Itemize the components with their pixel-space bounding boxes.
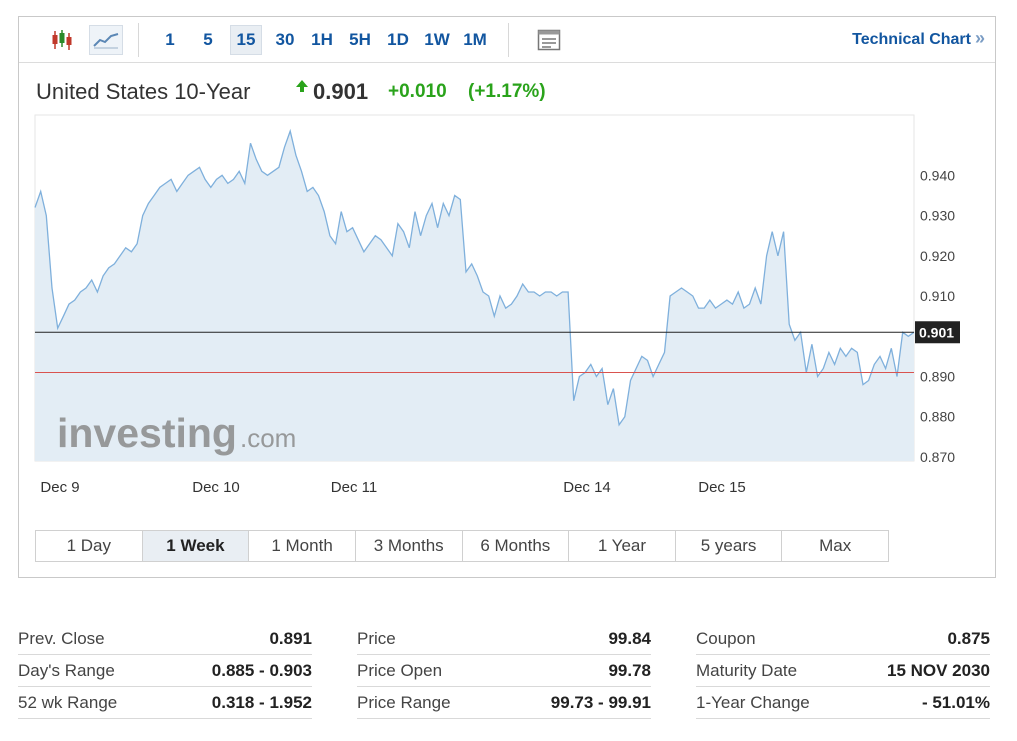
x-tick-label: Dec 9 (40, 479, 79, 496)
y-axis: 0.940 0.930 0.920 0.910 0.890 0.880 0.870 (920, 167, 955, 465)
range-1-week[interactable]: 1 Week (142, 531, 250, 561)
stat-label: Coupon (696, 629, 756, 648)
technical-chart-label[interactable]: Technical Chart (852, 31, 971, 48)
price-area-fill (35, 131, 914, 461)
interval-1m[interactable]: 1M (463, 30, 487, 49)
stat-value: 99.78 (608, 661, 651, 680)
stat-label: Price Open (357, 661, 443, 680)
range-3-months[interactable]: 3 Months (356, 531, 463, 561)
y-tick-label: 0.940 (920, 167, 955, 183)
range-selector: 1 Day 1 Week 1 Month 3 Months 6 Months 1… (35, 530, 889, 562)
table-icon[interactable] (534, 25, 564, 55)
stat-price-open: Price Open 99.78 (357, 655, 651, 687)
range-max[interactable]: Max (819, 536, 852, 555)
interval-5h[interactable]: 5H (349, 30, 371, 49)
interval-1[interactable]: 1 (165, 30, 175, 49)
stat-label: Maturity Date (696, 661, 798, 680)
chart-toolbar: 1 5 15 30 1H 5H 1D 1W 1M Technical Chart… (19, 17, 995, 63)
price-tag-box (915, 321, 960, 344)
y-tick-label: 0.910 (920, 288, 955, 304)
y-tick-label: 0.890 (920, 369, 955, 385)
interval-15[interactable]: 15 (230, 25, 262, 55)
range-1-month[interactable]: 1 Month (249, 531, 356, 561)
stat-coupon: Coupon 0.875 (696, 623, 990, 655)
stat-price-range: Price Range 99.73 - 99.91 (357, 687, 651, 719)
stat-label: Price (357, 629, 396, 648)
range-6-months[interactable]: 6 Months (463, 531, 570, 561)
range-1-year[interactable]: 1 Year (569, 531, 676, 561)
stat-price: Price 99.84 (357, 623, 651, 655)
stat-value: 0.885 - 0.903 (211, 661, 312, 680)
price-change-percent: (+1.17%) (468, 81, 546, 102)
interval-1w[interactable]: 1W (424, 30, 450, 49)
stat-value: 99.73 - 99.91 (550, 693, 651, 712)
stat-prev-close: Prev. Close 0.891 (18, 623, 312, 655)
stat-1-year-change: 1-Year Change - 51.01% (696, 687, 990, 719)
stat-value: 99.84 (608, 629, 651, 648)
up-arrow-icon (296, 79, 308, 97)
investing-watermark: investing .com (57, 410, 296, 456)
area-line-icon[interactable] (89, 25, 123, 55)
double-chevron-right-icon: » (974, 28, 985, 48)
stat-value: 0.875 (947, 629, 990, 648)
stat-label: 52 wk Range (18, 693, 118, 712)
stats-column-1: Prev. Close 0.891 Day's Range 0.885 - 0.… (18, 623, 312, 719)
current-price-tag: 0.901 (915, 321, 960, 344)
stat-value: 0.891 (269, 629, 312, 648)
watermark-suffix: .com (240, 423, 296, 453)
y-tick-label: 0.870 (920, 449, 955, 465)
technical-chart-link[interactable]: Technical Chart» (852, 28, 985, 49)
instrument-name: United States 10-Year (36, 79, 251, 104)
interval-5[interactable]: 5 (203, 30, 213, 49)
price-line (34, 128, 915, 427)
stat-value: - 51.01% (921, 693, 990, 712)
interval-1h[interactable]: 1H (311, 30, 333, 49)
range-5-years[interactable]: 5 years (676, 531, 783, 561)
stat-label: 1-Year Change (696, 693, 810, 712)
price-change: +0.010 (388, 81, 447, 102)
y-tick-label: 0.920 (920, 248, 955, 264)
stat-label: Prev. Close (18, 629, 105, 648)
stats-column-2: Price 99.84 Price Open 99.78 Price Range… (357, 623, 651, 719)
price-chart: 0.940 0.930 0.920 0.910 0.890 0.880 0.870 Dec … (34, 114, 960, 496)
candlestick-icon[interactable] (47, 25, 77, 55)
last-price: 0.901 (313, 79, 369, 104)
stat-label: Price Range (357, 693, 451, 712)
stat-52wk-range: 52 wk Range 0.318 - 1.952 (18, 687, 312, 719)
chart-panel: 1 5 15 30 1H 5H 1D 1W 1M Technical Chart… (18, 16, 996, 578)
stat-label: Day's Range (18, 661, 115, 680)
stats-column-3: Coupon 0.875 Maturity Date 15 NOV 2030 1… (696, 623, 990, 719)
x-tick-label: Dec 14 (563, 479, 611, 496)
stat-value: 15 NOV 2030 (886, 661, 990, 680)
interval-30[interactable]: 30 (275, 30, 295, 49)
toolbar-divider (138, 23, 139, 57)
x-tick-label: Dec 11 (331, 479, 377, 496)
x-tick-label: Dec 10 (192, 479, 240, 496)
stat-value: 0.318 - 1.952 (211, 693, 312, 712)
y-tick-label: 0.880 (920, 409, 955, 425)
x-axis: Dec 9 Dec 10 Dec 11 Dec 14 Dec 15 (40, 479, 745, 496)
range-1-day[interactable]: 1 Day (36, 531, 143, 561)
stat-days-range: Day's Range 0.885 - 0.903 (18, 655, 312, 687)
price-tag-label: 0.901 (919, 324, 954, 340)
x-tick-label: Dec 15 (698, 479, 746, 496)
interval-1d[interactable]: 1D (387, 30, 409, 49)
stat-maturity-date: Maturity Date 15 NOV 2030 (696, 655, 990, 687)
watermark-brand: investing (57, 410, 237, 456)
y-tick-label: 0.930 (920, 208, 955, 224)
toolbar-divider (508, 23, 509, 57)
